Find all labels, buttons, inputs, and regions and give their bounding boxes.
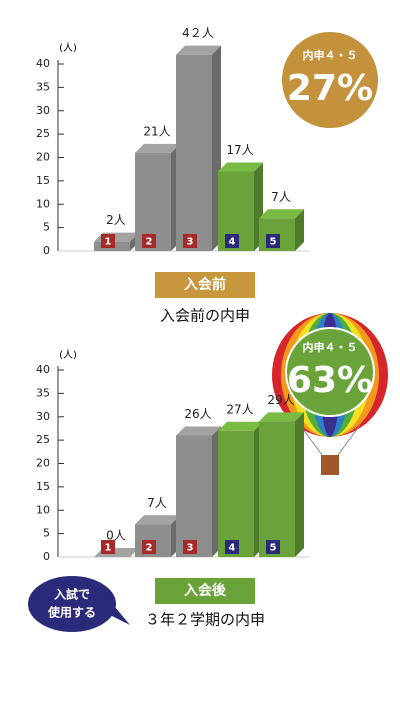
badge-label: 入会後 xyxy=(184,582,227,599)
y-tick-label: 30 xyxy=(36,410,50,423)
y-tick-label: 10 xyxy=(36,503,50,516)
x-tick-label: 2 xyxy=(146,237,153,248)
badge xyxy=(155,272,255,298)
y-tick-label: 25 xyxy=(36,127,50,140)
chart-title: ３年２学期の内申 xyxy=(145,611,265,629)
category-box xyxy=(142,540,156,554)
annotation-value: 63% xyxy=(287,360,373,401)
category-box xyxy=(225,540,239,554)
y-tick-label: 20 xyxy=(36,457,50,470)
annotation-heading: 内申４・５ xyxy=(303,340,358,354)
value-label: 7人 xyxy=(147,496,167,510)
y-tick-label: 5 xyxy=(43,527,50,540)
y-tick-label: 5 xyxy=(43,221,50,234)
x-tick-label: 4 xyxy=(229,543,236,554)
category-box xyxy=(101,234,115,248)
y-tick-label: 15 xyxy=(36,480,50,493)
value-label: 0人 xyxy=(106,529,126,543)
y-tick-label: 15 xyxy=(36,174,50,187)
x-tick-label: 5 xyxy=(270,237,277,248)
bar xyxy=(259,421,295,557)
y-tick-label: 35 xyxy=(36,80,50,93)
x-tick-label: 1 xyxy=(105,543,112,554)
annotation-heading: 内申４・５ xyxy=(303,48,358,62)
category-box xyxy=(183,540,197,554)
bar-top xyxy=(259,209,304,219)
value-label: 21人 xyxy=(143,124,170,138)
x-tick-label: 1 xyxy=(105,237,112,248)
unit-label: (人) xyxy=(59,42,77,54)
category-box xyxy=(142,234,156,248)
bar-top xyxy=(218,162,263,172)
y-tick-label: 20 xyxy=(36,151,50,164)
y-tick-label: 30 xyxy=(36,104,50,117)
value-label: 17人 xyxy=(226,143,253,157)
badge-label: 入会前 xyxy=(184,276,226,293)
y-tick-label: 0 xyxy=(43,550,50,563)
annotation-value: 27% xyxy=(287,68,373,109)
value-label: 27人 xyxy=(226,402,253,416)
x-tick-label: 4 xyxy=(229,237,236,248)
x-tick-label: 2 xyxy=(146,543,153,554)
bar-top xyxy=(176,45,221,55)
y-tick-label: 25 xyxy=(36,433,50,446)
category-box xyxy=(266,234,280,248)
y-tick-label: 0 xyxy=(43,244,50,257)
x-tick-label: 3 xyxy=(187,237,194,248)
bar-top xyxy=(94,548,139,557)
value-label: 29人 xyxy=(267,393,294,407)
callout-text: 使用する xyxy=(47,605,96,620)
callout xyxy=(28,576,130,632)
balloon xyxy=(272,313,388,475)
value-label: 7人 xyxy=(271,190,291,204)
bar-side xyxy=(295,412,304,557)
bar-top xyxy=(135,143,180,153)
bar-top xyxy=(135,515,180,525)
bar-top xyxy=(176,426,221,436)
y-tick-label: 10 xyxy=(36,197,50,210)
badge-circle xyxy=(282,32,378,128)
unit-label: (人) xyxy=(59,349,77,361)
y-tick-label: 40 xyxy=(36,363,50,376)
category-box xyxy=(225,234,239,248)
y-tick-label: 35 xyxy=(36,386,50,399)
bar-top xyxy=(218,421,263,431)
y-tick-label: 40 xyxy=(36,57,50,70)
x-tick-label: 3 xyxy=(187,543,194,554)
bar xyxy=(176,435,212,557)
bar-side xyxy=(295,209,304,251)
category-box xyxy=(183,234,197,248)
value-label: 26人 xyxy=(184,407,211,421)
callout-text: 入試で xyxy=(54,587,90,602)
badge xyxy=(155,578,255,604)
value-label: 2人 xyxy=(106,213,126,227)
bar-top xyxy=(259,412,304,422)
bar xyxy=(218,430,254,557)
bar xyxy=(176,54,212,252)
category-box xyxy=(101,540,115,554)
value-label: 4２人 xyxy=(182,26,214,40)
x-tick-label: 5 xyxy=(270,543,277,554)
category-box xyxy=(266,540,280,554)
chart-title: 入会前の内申 xyxy=(160,307,250,325)
